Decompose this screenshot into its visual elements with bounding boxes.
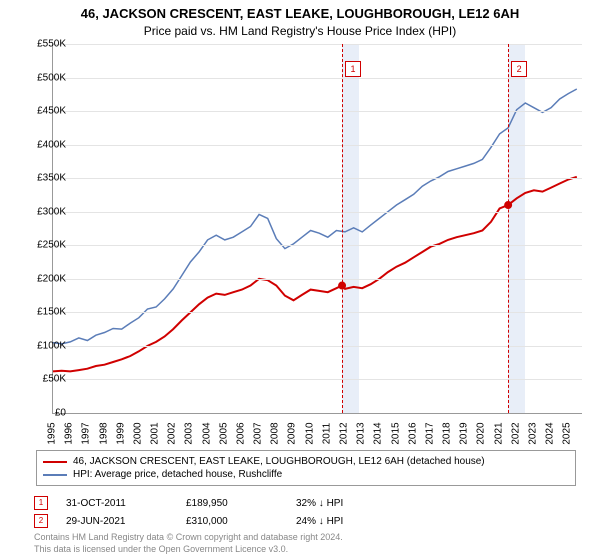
x-axis-label: 1995 [47,422,58,444]
gridline [53,346,582,347]
chart-legend: 46, JACKSON CRESCENT, EAST LEAKE, LOUGHB… [36,450,576,486]
legend-row: 46, JACKSON CRESCENT, EAST LEAKE, LOUGHB… [43,455,569,468]
x-axis-label: 2013 [356,422,367,444]
x-axis-label: 2009 [287,422,298,444]
x-axis-label: 2022 [510,422,521,444]
legend-label: HPI: Average price, detached house, Rush… [73,469,282,480]
y-axis-label: £350K [37,173,66,184]
y-axis-label: £450K [37,106,66,117]
gridline [53,212,582,213]
y-axis-label: £100K [37,340,66,351]
x-axis-label: 2012 [338,422,349,444]
x-axis-label: 2011 [321,423,332,445]
x-axis-label: 2007 [253,422,264,444]
gridline [53,279,582,280]
x-axis-label: 2004 [201,422,212,444]
x-axis-label: 2025 [562,422,573,444]
x-axis-labels: 1995199619971998199920002001200220032004… [52,414,582,442]
x-axis-label: 2016 [407,422,418,444]
x-axis-label: 2021 [493,422,504,444]
sale-marker-box: 1 [345,61,361,77]
x-axis-label: 2006 [235,422,246,444]
legend-label: 46, JACKSON CRESCENT, EAST LEAKE, LOUGHB… [73,456,485,467]
gridline [53,44,582,45]
price-chart: 12 [52,44,582,414]
y-axis-label: £200K [37,273,66,284]
footnote-line-1: Contains HM Land Registry data © Crown c… [34,532,343,544]
x-axis-label: 1999 [115,422,126,444]
x-axis-label: 2023 [527,422,538,444]
sale-date: 29-JUN-2021 [66,516,186,527]
y-axis-label: £500K [37,72,66,83]
gridline [53,379,582,380]
x-axis-label: 2014 [373,422,384,444]
series-property [53,177,577,372]
y-axis-label: £0 [55,408,66,419]
page-subtitle: Price paid vs. HM Land Registry's House … [0,21,600,42]
sale-price: £310,000 [186,516,296,527]
x-axis-label: 2008 [270,422,281,444]
sale-row: 1 31-OCT-2011£189,95032% ↓ HPI [34,494,396,512]
y-axis-label: £300K [37,206,66,217]
page-root: 46, JACKSON CRESCENT, EAST LEAKE, LOUGHB… [0,0,600,560]
x-axis-label: 2001 [150,422,161,444]
x-axis-label: 2005 [218,422,229,444]
x-axis-label: 1996 [64,422,75,444]
gridline [53,111,582,112]
series-hpi [53,89,577,344]
sale-marker-line [508,44,509,413]
sale-id-box: 2 [34,514,48,528]
sale-id-box: 1 [34,496,48,510]
gridline [53,78,582,79]
y-axis-label: £50K [43,374,66,385]
x-axis-label: 2024 [545,422,556,444]
gridline [53,145,582,146]
x-axis-label: 2020 [476,422,487,444]
chart-plot-area [53,44,582,413]
y-axis-label: £150K [37,307,66,318]
sale-delta: 32% ↓ HPI [296,498,396,509]
legend-row: HPI: Average price, detached house, Rush… [43,468,569,481]
x-axis-label: 1998 [98,422,109,444]
gridline [53,312,582,313]
x-axis-label: 2000 [132,422,143,444]
sale-price: £189,950 [186,498,296,509]
y-axis-label: £250K [37,240,66,251]
y-axis-label: £550K [37,39,66,50]
x-axis-label: 2018 [442,422,453,444]
footnote-line-2: This data is licensed under the Open Gov… [34,544,343,556]
x-axis-label: 2003 [184,422,195,444]
y-axis-label: £400K [37,139,66,150]
x-axis-label: 2019 [459,422,470,444]
x-axis-label: 2015 [390,422,401,444]
x-axis-label: 2017 [424,422,435,444]
page-title: 46, JACKSON CRESCENT, EAST LEAKE, LOUGHB… [0,0,600,21]
sale-date: 31-OCT-2011 [66,498,186,509]
x-axis-label: 2010 [304,422,315,444]
sale-marker-box: 2 [511,61,527,77]
legend-swatch [43,474,67,476]
gridline [53,245,582,246]
sale-marker-line [342,44,343,413]
sale-delta: 24% ↓ HPI [296,516,396,527]
x-axis-label: 1997 [81,422,92,444]
gridline [53,178,582,179]
legend-swatch [43,461,67,463]
sale-row: 2 29-JUN-2021£310,00024% ↓ HPI [34,512,396,530]
footnote: Contains HM Land Registry data © Crown c… [34,532,343,555]
x-axis-label: 2002 [167,422,178,444]
sales-table: 1 31-OCT-2011£189,95032% ↓ HPI 2 29-JUN-202… [34,494,396,530]
